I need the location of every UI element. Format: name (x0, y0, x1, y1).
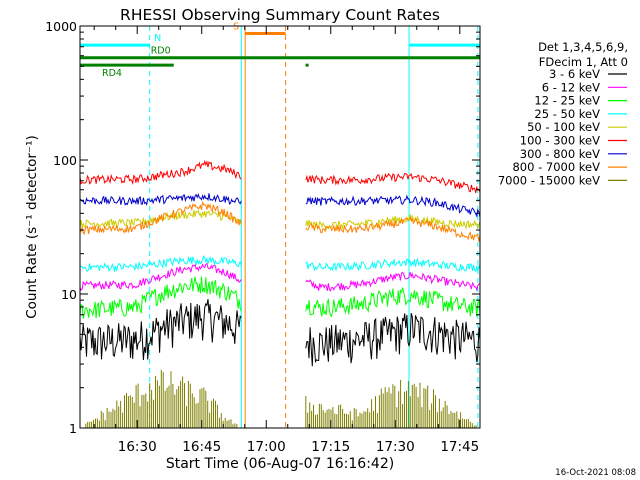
series-trace (305, 194, 481, 218)
series-trace (305, 312, 481, 367)
y-tick-label: 1 (69, 421, 77, 436)
chart-title: RHESSI Observing Summary Count Rates (120, 6, 440, 24)
legend-header: Det 1,3,4,5,6,9, (538, 40, 628, 54)
series-trace (305, 257, 481, 273)
legend-entry-label: 300 - 800 keV (520, 147, 600, 161)
series-3 (79, 255, 481, 273)
series-trace (79, 193, 242, 206)
series-trace (79, 159, 242, 186)
series-8 (85, 369, 477, 428)
y-tick-label: 1000 (45, 19, 77, 34)
series-7 (79, 200, 481, 242)
legend-entry-label: 12 - 25 keV (534, 94, 600, 108)
legend-entry-label: 3 - 6 keV (549, 67, 600, 81)
series-trace (305, 379, 477, 428)
series-0 (79, 299, 481, 367)
y-tick-label: 10 (61, 287, 77, 302)
series-5 (79, 159, 481, 194)
series-1 (79, 262, 481, 292)
series-trace (85, 369, 238, 428)
legend-entry-label: 7000 - 15000 keV (498, 173, 600, 187)
plot-area: N S RD0 RD4 (79, 21, 481, 428)
x-tick-label: 17:00 (247, 439, 286, 455)
x-tick-label: 17:15 (311, 439, 350, 455)
series-trace (305, 271, 481, 292)
legend-entry-label: 25 - 50 keV (534, 107, 600, 121)
legend-entry-label: 100 - 300 keV (520, 134, 600, 148)
series-trace (305, 215, 481, 242)
x-tick-label: 16:30 (118, 439, 157, 455)
flag-label: RD0 (151, 46, 171, 57)
series-trace (305, 213, 481, 231)
legend-entry-label: 800 - 7000 keV (512, 160, 600, 174)
legend: Det 1,3,4,5,6,9,FDecim 1, Att 03 - 6 keV… (498, 40, 628, 187)
legend-entry-label: 50 - 100 keV (527, 120, 600, 134)
x-tick-label: 16:45 (182, 439, 221, 455)
x-axis-label: Start Time (06-Aug-07 16:16:42) (166, 456, 394, 472)
series-2 (79, 276, 481, 319)
series-trace (79, 299, 242, 361)
legend-entry-label: 6 - 12 keV (542, 80, 600, 94)
y-axis: 1 10 100 1000 (45, 19, 480, 436)
series-4 (79, 209, 481, 231)
flag-dot (305, 63, 309, 67)
series-6 (79, 193, 481, 218)
series-trace (305, 172, 481, 194)
series-trace (79, 276, 242, 319)
x-tick-label: 17:30 (376, 439, 415, 455)
flag-label: N (154, 33, 161, 44)
y-tick-label: 100 (53, 153, 77, 168)
x-tick-label: 17:45 (440, 439, 479, 455)
series-trace (79, 255, 242, 273)
series-trace (305, 287, 481, 318)
series-trace (79, 200, 242, 235)
legend-header: FDecim 1, Att 0 (539, 55, 628, 69)
footer-date: 16-Oct-2021 08:08 (555, 468, 636, 478)
y-axis-label: Count Rate (s⁻¹ detector⁻¹) (24, 135, 40, 319)
plot-frame (79, 25, 481, 429)
flag-label: S (233, 21, 239, 32)
x-axis: 16:30 16:45 17:00 17:15 17:30 17:45 (93, 26, 479, 455)
flag-label: RD4 (102, 68, 122, 79)
